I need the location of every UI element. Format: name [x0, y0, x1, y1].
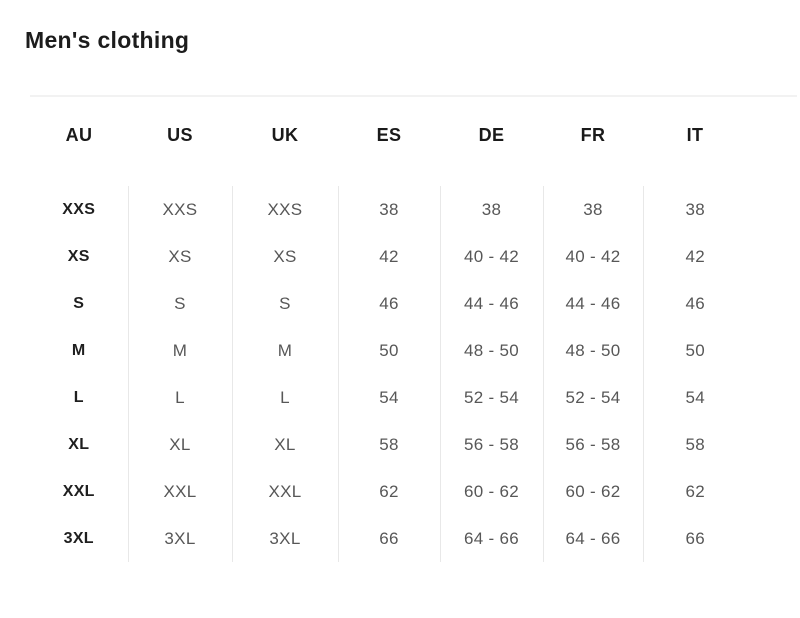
size-cell-fr: 38 — [542, 186, 643, 233]
column-header-de: DE — [478, 124, 505, 145]
size-cell-fr: 64 - 66 — [542, 515, 643, 562]
size-cell-es: 50 — [337, 327, 440, 374]
title-divider — [30, 95, 797, 97]
size-cell-au: M — [71, 341, 86, 359]
size-cell-it: 38 — [642, 186, 747, 233]
size-cell-it: 50 — [642, 327, 747, 374]
size-row-xxs: XXS XXS XXS 38 38 38 38 — [30, 186, 747, 233]
size-cell-it: 66 — [642, 515, 747, 562]
size-cell-uk: S — [231, 280, 338, 327]
size-cell-it: 54 — [642, 374, 747, 421]
header-body-gap — [30, 173, 747, 186]
column-header-es: ES — [376, 124, 402, 145]
size-cell-uk: XS — [231, 233, 338, 280]
size-cell-es: 42 — [337, 233, 440, 280]
size-cell-us: XXS — [127, 186, 232, 233]
page-title: Men's clothing — [25, 27, 190, 53]
size-cell-au: XXS — [62, 200, 96, 218]
size-cell-fr: 44 - 46 — [542, 280, 643, 327]
size-cell-es: 66 — [337, 515, 440, 562]
size-row-s: S S S 46 44 - 46 44 - 46 46 — [30, 280, 747, 327]
size-cell-uk: XXS — [231, 186, 338, 233]
size-cell-it: 62 — [642, 468, 747, 515]
size-cell-de: 38 — [439, 186, 543, 233]
size-cell-uk: M — [231, 327, 338, 374]
size-cell-es: 62 — [337, 468, 440, 515]
size-cell-es: 58 — [337, 421, 440, 468]
column-header-fr: FR — [580, 124, 606, 145]
size-cell-us: L — [127, 374, 232, 421]
size-cell-it: 58 — [642, 421, 747, 468]
size-cell-au: XXL — [62, 482, 95, 500]
size-cell-fr: 60 - 62 — [542, 468, 643, 515]
size-cell-de: 52 - 54 — [439, 374, 543, 421]
size-row-3xl: 3XL 3XL 3XL 66 64 - 66 64 - 66 66 — [30, 515, 747, 562]
size-cell-us: XL — [127, 421, 232, 468]
size-cell-au: S — [73, 294, 85, 312]
size-cell-fr: 40 - 42 — [542, 233, 643, 280]
size-cell-es: 46 — [337, 280, 440, 327]
size-cell-de: 44 - 46 — [439, 280, 543, 327]
size-cell-uk: L — [231, 374, 338, 421]
size-cell-de: 48 - 50 — [439, 327, 543, 374]
header-row: AU US UK ES DE FR IT — [30, 97, 747, 173]
size-cell-us: XXL — [127, 468, 232, 515]
size-cell-uk: 3XL — [231, 515, 338, 562]
size-cell-us: 3XL — [127, 515, 232, 562]
size-cell-fr: 48 - 50 — [542, 327, 643, 374]
size-cell-it: 42 — [642, 233, 747, 280]
size-cell-de: 40 - 42 — [439, 233, 543, 280]
size-cell-it: 46 — [642, 280, 747, 327]
size-row-xl: XL XL XL 58 56 - 58 56 - 58 58 — [30, 421, 747, 468]
spacer-cell — [30, 173, 747, 186]
table-body: XXS XXS XXS 38 38 38 38 XS XS XS 42 40 -… — [30, 173, 747, 562]
size-conversion-table: AU US UK ES DE FR IT XXS XXS XXS 38 38 3… — [30, 97, 747, 562]
size-cell-es: 54 — [337, 374, 440, 421]
size-cell-uk: XL — [231, 421, 338, 468]
column-header-au: AU — [65, 124, 93, 145]
size-cell-us: M — [127, 327, 232, 374]
size-cell-uk: XXL — [231, 468, 338, 515]
size-cell-au: 3XL — [63, 529, 94, 547]
size-cell-de: 56 - 58 — [439, 421, 543, 468]
size-cell-de: 64 - 66 — [439, 515, 543, 562]
table-header: AU US UK ES DE FR IT — [30, 97, 747, 173]
size-cell-de: 60 - 62 — [439, 468, 543, 515]
size-cell-us: XS — [127, 233, 232, 280]
column-header-uk: UK — [271, 124, 299, 145]
size-cell-us: S — [127, 280, 232, 327]
size-cell-fr: 56 - 58 — [542, 421, 643, 468]
size-row-xxl: XXL XXL XXL 62 60 - 62 60 - 62 62 — [30, 468, 747, 515]
size-cell-au: XS — [67, 247, 90, 265]
size-cell-au: L — [73, 388, 84, 406]
size-row-xs: XS XS XS 42 40 - 42 40 - 42 42 — [30, 233, 747, 280]
size-row-m: M M M 50 48 - 50 48 - 50 50 — [30, 327, 747, 374]
size-cell-fr: 52 - 54 — [542, 374, 643, 421]
column-header-us: US — [167, 124, 193, 145]
size-cell-es: 38 — [337, 186, 440, 233]
size-cell-au: XL — [68, 435, 90, 453]
size-row-l: L L L 54 52 - 54 52 - 54 54 — [30, 374, 747, 421]
column-header-it: IT — [686, 124, 704, 145]
